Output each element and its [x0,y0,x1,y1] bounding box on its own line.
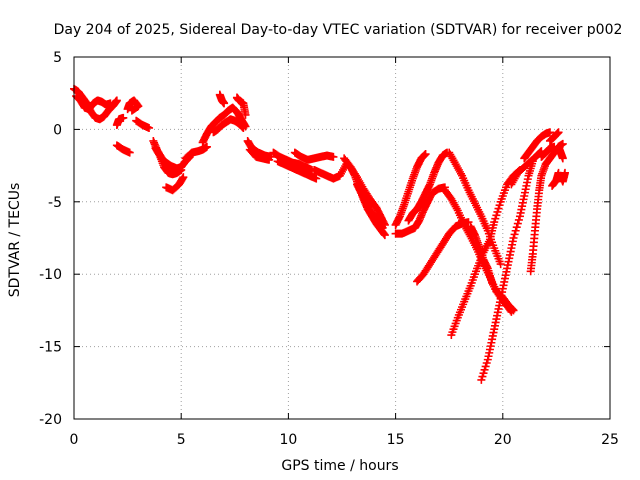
data-point [220,99,229,108]
chart-title: Day 204 of 2025, Sidereal Day-to-day VTE… [54,22,623,38]
data-point [514,215,523,224]
data-point [506,306,515,315]
data-point [496,260,505,269]
data-point [202,142,211,151]
y-axis-label: SDTVAR / TECUs [7,183,23,298]
y-tick-label: 5 [53,50,62,66]
data-points [70,84,569,384]
data-point [554,128,563,137]
data-point [265,155,274,164]
y-tick-label: -15 [39,340,62,356]
data-point [558,154,567,163]
data-point [179,173,188,182]
grid-lines [74,57,610,419]
x-tick-label: 25 [601,432,619,448]
y-axis-ticks: 5 0 -5 -10 -15 -20 [39,50,610,428]
data-point [421,150,430,159]
data-point [112,96,121,105]
data-point [177,165,186,174]
y-tick-label: -20 [39,412,62,428]
data-point [312,174,321,183]
data-point [106,99,115,108]
data-point [510,230,519,239]
data-point [511,226,520,235]
data-point [145,123,154,132]
y-tick-label: -5 [48,195,62,211]
x-axis-ticks: 0 5 10 15 20 25 [70,57,619,448]
data-point [241,110,250,119]
data-point [560,168,569,177]
x-tick-label: 10 [279,432,297,448]
data-point [558,139,567,148]
data-point [378,223,387,232]
x-tick-label: 5 [177,432,186,448]
x-tick-label: 20 [494,432,512,448]
data-point [127,106,136,115]
data-point [545,128,554,137]
data-point [239,123,248,132]
x-axis-label: GPS time / hours [281,458,398,474]
y-tick-label: 0 [53,122,62,138]
data-point [125,148,134,157]
data-point [513,219,522,228]
data-point [119,113,128,122]
data-point [380,231,389,240]
x-tick-label: 0 [70,432,79,448]
x-tick-label: 15 [387,432,405,448]
data-point [329,152,338,161]
plot-frame [73,56,611,420]
data-point [512,223,521,232]
data-point [507,307,516,316]
data-point [509,234,518,242]
y-tick-label: -10 [39,267,62,283]
